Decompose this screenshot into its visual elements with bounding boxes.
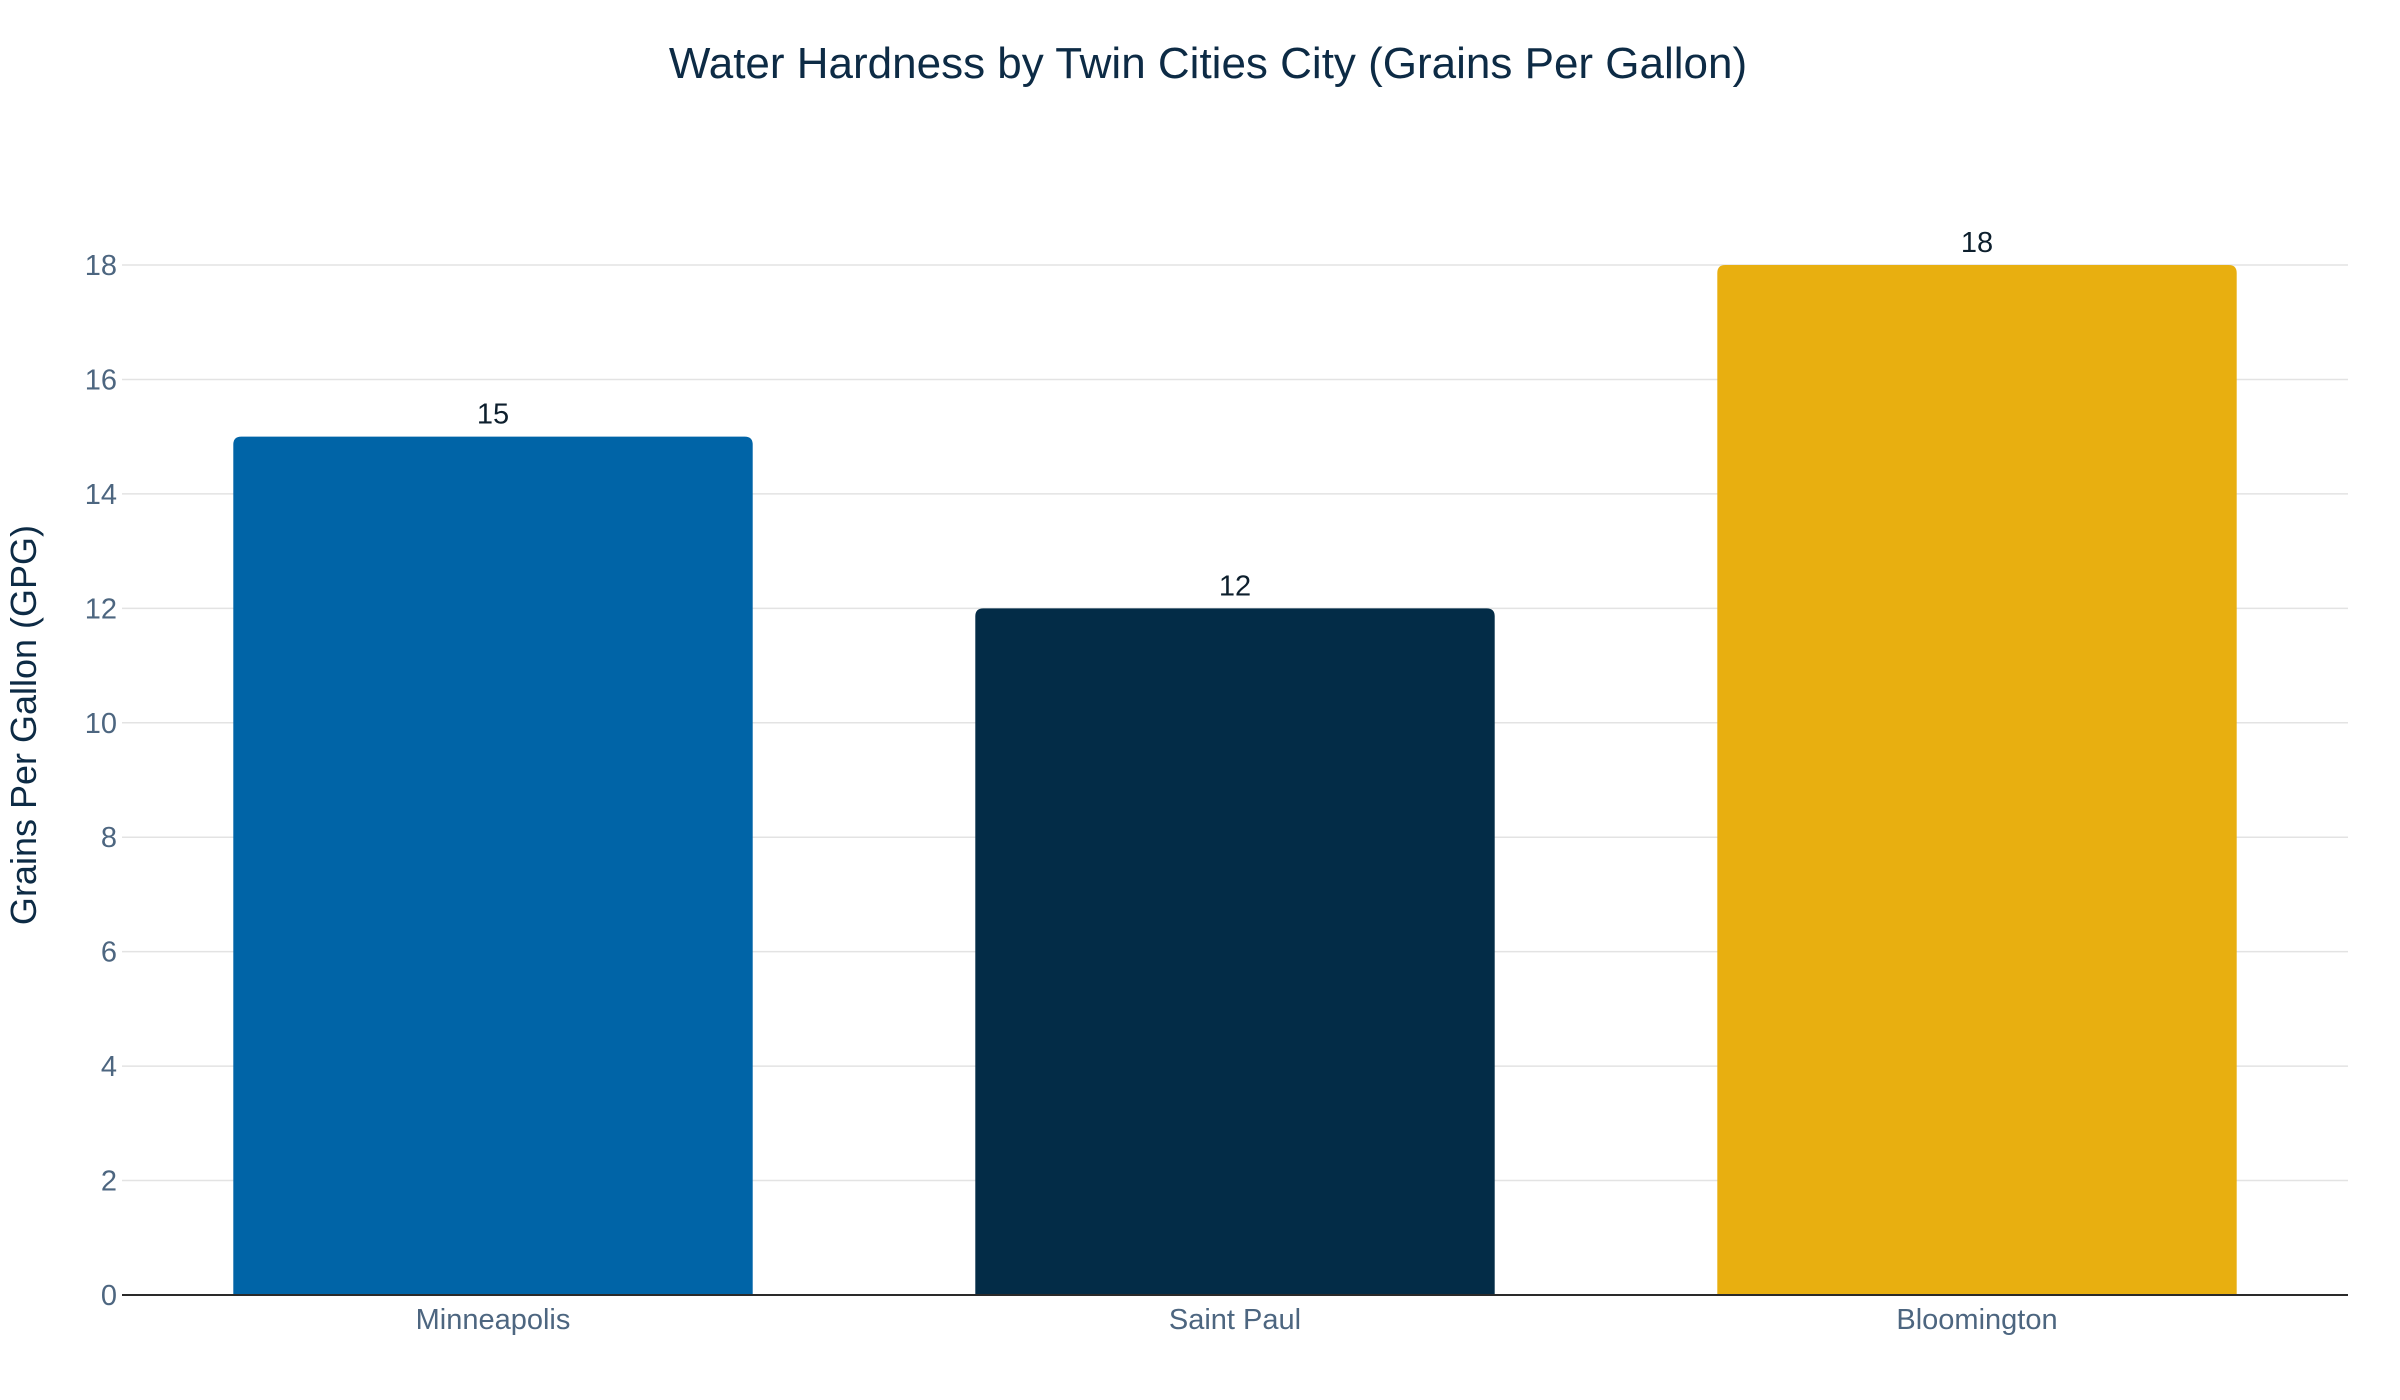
x-tick-label-minneapolis: Minneapolis — [416, 1304, 571, 1336]
y-tick-label: 16 — [85, 364, 117, 396]
y-tick-label: 4 — [101, 1051, 117, 1083]
y-tick-label: 0 — [101, 1280, 117, 1312]
y-axis-ticks: 0 2 4 6 8 10 12 14 16 18 — [85, 250, 117, 1312]
y-axis-title: Grains Per Gallon (GPG) — [3, 525, 44, 925]
bar-saint-paul — [975, 608, 1495, 1295]
bar-bloomington — [1717, 265, 2237, 1295]
data-labels: 15 12 18 — [477, 227, 1993, 602]
bars — [233, 265, 2237, 1296]
y-tick-label: 8 — [101, 822, 117, 854]
data-label-minneapolis: 15 — [477, 399, 509, 431]
chart-title: Water Hardness by Twin Cities City (Grai… — [669, 39, 1747, 88]
x-tick-label-saint-paul: Saint Paul — [1169, 1304, 1301, 1336]
y-tick-label: 10 — [85, 708, 117, 740]
y-tick-label: 18 — [85, 250, 117, 282]
y-tick-label: 14 — [85, 479, 117, 511]
x-tick-label-bloomington: Bloomington — [1896, 1304, 2057, 1336]
y-tick-label: 12 — [85, 593, 117, 625]
bar-minneapolis — [233, 436, 753, 1296]
data-label-saint-paul: 12 — [1219, 570, 1251, 602]
x-axis-categories: Minneapolis Saint Paul Bloomington — [416, 1304, 2058, 1336]
y-tick-label: 2 — [101, 1166, 117, 1198]
y-tick-label: 6 — [101, 937, 117, 969]
data-label-bloomington: 18 — [1961, 227, 1993, 259]
